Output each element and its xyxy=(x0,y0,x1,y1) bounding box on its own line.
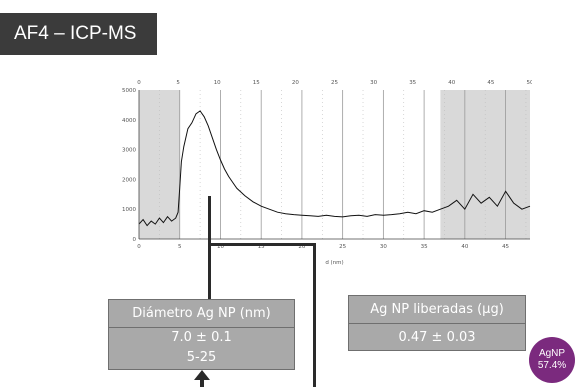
connector-vertical-right xyxy=(313,243,316,387)
fractogram-chart: 0 5 10 15 20 25 30 35 40 45 50 0 5 10 15 20 25 30 35 40 45 0 1… xyxy=(122,80,532,266)
shaded-region-1 xyxy=(440,90,530,239)
slide-title: AF4 – ICP-MS xyxy=(0,13,157,55)
grid-lines xyxy=(159,90,527,239)
diameter-range: 5-25 xyxy=(186,350,217,365)
top-tick-label: 30 xyxy=(370,80,377,86)
top-tick-label: 50 xyxy=(527,80,533,86)
y-tick-label: 0 xyxy=(133,237,137,243)
bottom-tick-label: 10 xyxy=(217,244,224,250)
bottom-tick-label: 35 xyxy=(421,244,428,250)
badge-line1: AgNP xyxy=(538,348,566,359)
bottom-tick-label: 0 xyxy=(137,244,141,250)
bottom-tick-label: 15 xyxy=(258,244,265,250)
x-axis-label: d (nm) xyxy=(325,260,343,266)
bottom-tick-label: 5 xyxy=(178,244,182,250)
agnp-percentage-badge: AgNP 57.4% xyxy=(529,337,575,383)
tick-labels: 0 5 10 15 20 25 30 35 40 45 50 0 5 10 15 20 25 30 35 40 45 0 1… xyxy=(122,80,532,266)
arrow-up-icon xyxy=(194,370,210,380)
top-tick-label: 40 xyxy=(448,80,455,86)
connector-arrow-stem xyxy=(200,378,204,387)
connector-vertical-left xyxy=(208,196,211,299)
top-tick-label: 15 xyxy=(253,80,260,86)
top-tick-label: 35 xyxy=(409,80,416,86)
chart-axes xyxy=(138,90,530,240)
shaded-region-0 xyxy=(139,90,180,239)
y-tick-label: 2000 xyxy=(122,177,136,183)
top-tick-label: 5 xyxy=(176,80,180,86)
bottom-tick-label: 20 xyxy=(298,244,305,250)
y-tick-label: 4000 xyxy=(122,118,136,124)
diameter-label: Diámetro Ag NP (nm) xyxy=(109,300,294,328)
bottom-tick-label: 25 xyxy=(339,244,346,250)
y-tick-label: 1000 xyxy=(122,207,136,213)
y-tick-label: 3000 xyxy=(122,148,136,154)
top-tick-label: 25 xyxy=(331,80,338,86)
top-tick-label: 10 xyxy=(214,80,221,86)
signal-line-path xyxy=(138,110,531,227)
badge-line2: 57.4% xyxy=(537,360,567,371)
released-value: 0.47 ± 0.03 xyxy=(398,330,476,345)
diameter-box: Diámetro Ag NP (nm) 7.0 ± 0.1 5-25 xyxy=(108,299,295,370)
top-tick-label: 20 xyxy=(292,80,299,86)
y-tick-label: 5000 xyxy=(122,88,136,94)
released-label: Ag NP liberadas (µg) xyxy=(349,296,525,324)
bottom-tick-label: 30 xyxy=(380,244,387,250)
top-tick-label: 0 xyxy=(137,80,141,86)
bottom-tick-label: 45 xyxy=(502,244,509,250)
diameter-value: 7.0 ± 0.1 xyxy=(171,330,232,345)
connector-horizontal xyxy=(208,243,316,246)
signal-line xyxy=(138,110,531,227)
bottom-tick-label: 40 xyxy=(461,244,468,250)
released-box: Ag NP liberadas (µg) 0.47 ± 0.03 xyxy=(348,295,526,351)
top-tick-label: 45 xyxy=(487,80,494,86)
